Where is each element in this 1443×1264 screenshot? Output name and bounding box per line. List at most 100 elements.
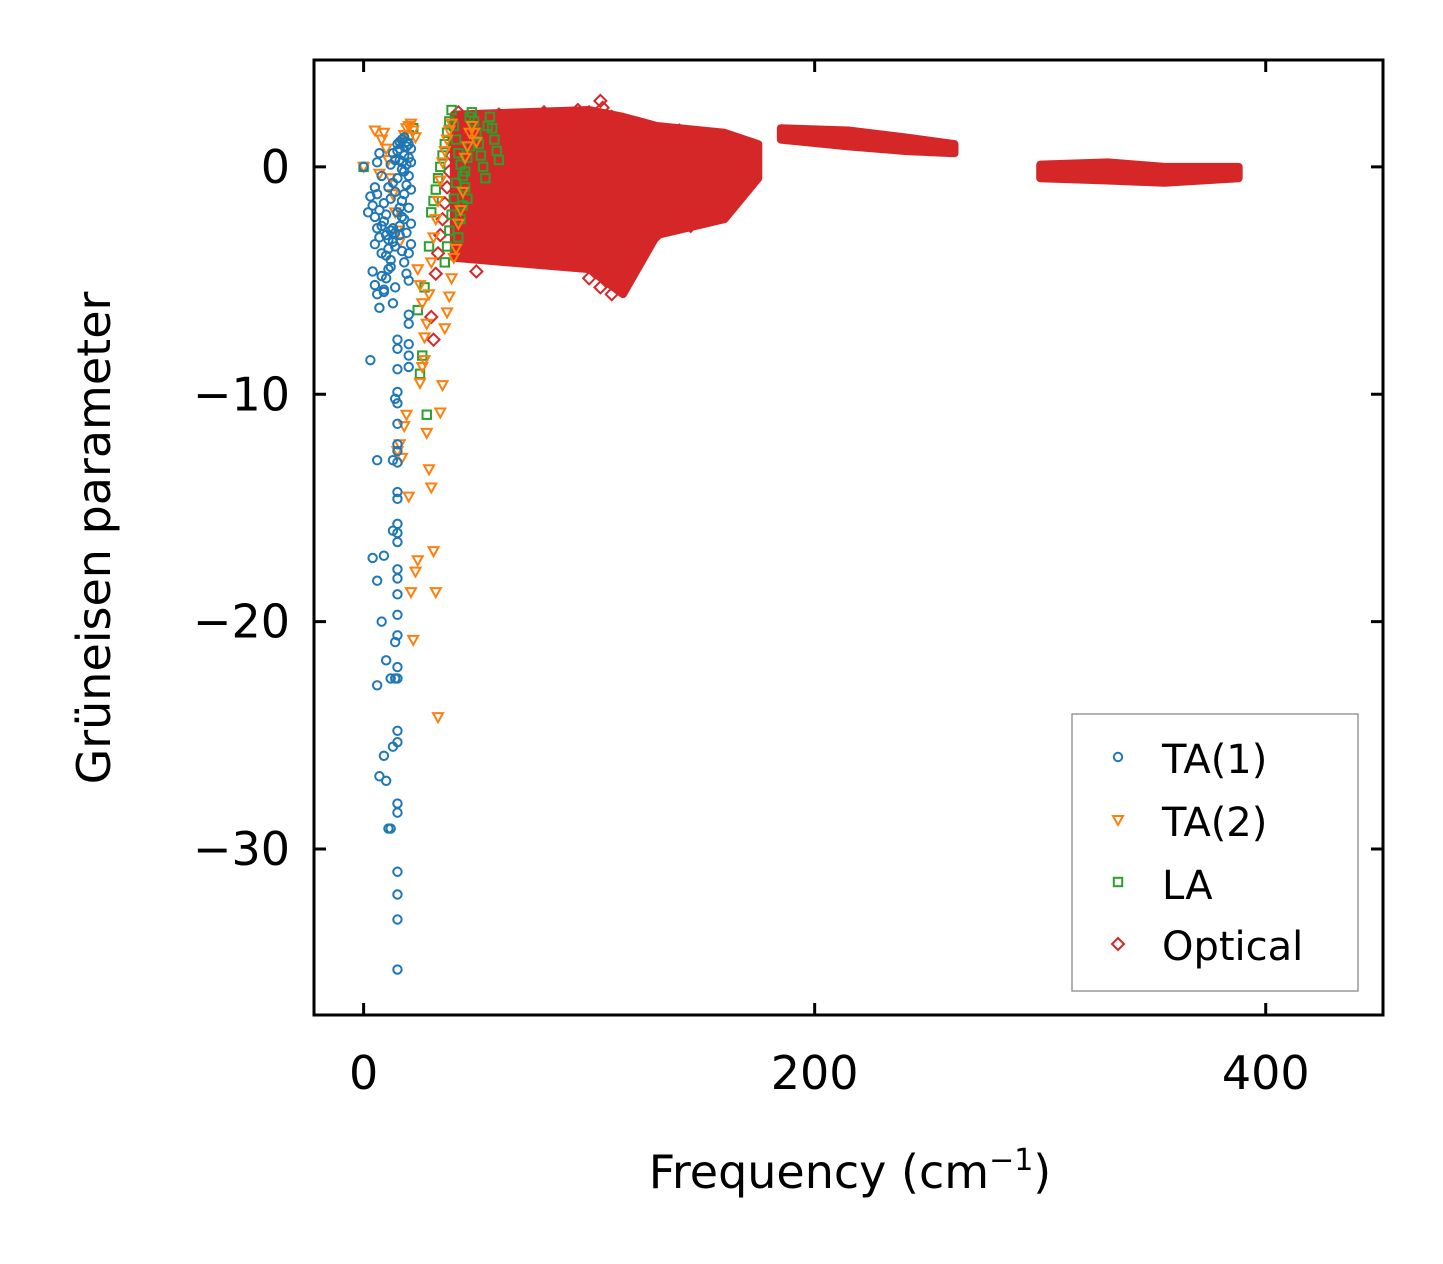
- la-point: [439, 257, 451, 268]
- ta2-point: [433, 175, 447, 188]
- ta1-point: [392, 418, 403, 430]
- ta2-point: [420, 427, 434, 440]
- ta2-point: [408, 132, 423, 145]
- ta1-point: [394, 143, 405, 154]
- legend-marker-ta1: [1112, 751, 1124, 763]
- ta1-point: [401, 268, 412, 279]
- optical-point: [593, 93, 608, 109]
- ta1-point: [392, 736, 403, 748]
- optical-point: [615, 113, 631, 129]
- optical-point: [502, 113, 518, 129]
- optical-point: [593, 279, 608, 295]
- ta2-point: [415, 298, 429, 311]
- ta1-point: [389, 186, 401, 198]
- ta1-point: [385, 261, 396, 273]
- optical-point: [705, 129, 721, 145]
- y-tick-label: −30: [193, 822, 290, 876]
- optical-point: [649, 125, 665, 141]
- ta1-point: [392, 518, 403, 530]
- la-point: [459, 166, 471, 177]
- ta1-point: [403, 339, 414, 350]
- ta1-point: [371, 575, 383, 586]
- optical-point: [450, 104, 466, 120]
- ta2-point: [451, 218, 466, 231]
- ta2-point: [404, 587, 418, 600]
- la-point: [486, 123, 498, 134]
- ta1-point: [387, 298, 399, 309]
- ta1-point: [405, 157, 417, 168]
- optical-point: [559, 107, 575, 122]
- ta1-point: [405, 218, 417, 229]
- x-tick-label: 200: [771, 1046, 859, 1100]
- ta1-point: [371, 223, 383, 234]
- ta2-point: [406, 634, 420, 647]
- la-point: [480, 173, 491, 184]
- ta1-point: [369, 238, 381, 250]
- ta1-point: [374, 302, 385, 314]
- ta1-point: [403, 361, 414, 373]
- ta1-point: [383, 243, 394, 254]
- ta1-point: [385, 254, 396, 266]
- legend-label-la: LA: [1162, 863, 1213, 909]
- ta1-point: [392, 914, 403, 925]
- optical-point: [604, 286, 620, 302]
- x-axis-label-end: ): [1033, 1145, 1051, 1199]
- ta2-point: [435, 380, 450, 393]
- ta2-point: [465, 120, 479, 133]
- ta2-point: [447, 252, 461, 265]
- plot-frame: [312, 58, 1385, 1017]
- la-point: [430, 184, 441, 195]
- la-point: [475, 150, 487, 161]
- legend-marker-optical: [1110, 936, 1126, 952]
- ta1-point: [367, 266, 378, 277]
- la-point: [444, 225, 455, 236]
- ta1-point: [394, 202, 405, 213]
- optical-point: [559, 239, 575, 254]
- optical-point: [491, 216, 507, 232]
- x-tick-label: 400: [1222, 1046, 1310, 1100]
- ta1-point: [362, 207, 374, 218]
- ta1-point: [403, 350, 414, 361]
- ta1-point: [369, 182, 381, 193]
- optical-point: [671, 123, 687, 138]
- ta1-point: [383, 182, 394, 193]
- ta1-point: [394, 154, 405, 166]
- ta2-point: [417, 332, 432, 345]
- optical-point: [649, 227, 665, 243]
- ta1-point: [392, 439, 403, 450]
- optical-point: [626, 259, 642, 275]
- ta2-point: [431, 712, 445, 725]
- ta2-point: [420, 318, 434, 331]
- ta1-point: [392, 445, 403, 457]
- ta1-point: [396, 211, 408, 223]
- optical-point: [683, 125, 699, 141]
- optical-point: [525, 111, 541, 127]
- ta1-point: [405, 238, 417, 250]
- ta2-point: [442, 291, 457, 304]
- y-axis-label: Grüneisen parameter: [67, 291, 121, 784]
- optical-band-2: [1036, 158, 1243, 187]
- ta2-point: [467, 127, 481, 140]
- x-axis-label-main: Frequency (cm: [649, 1145, 989, 1199]
- ta1-point: [387, 236, 399, 248]
- ta2-point: [402, 491, 416, 504]
- optical-point: [428, 266, 444, 282]
- ta1-point: [369, 279, 381, 291]
- optical-point: [683, 218, 699, 234]
- ta1-point: [389, 282, 401, 293]
- ta2-point: [415, 361, 429, 375]
- la-point: [446, 104, 457, 116]
- ta1-point: [376, 616, 387, 627]
- optical-point: [468, 264, 484, 279]
- ta1-point: [374, 148, 385, 159]
- ta1-point: [392, 145, 403, 157]
- optical-point: [547, 109, 563, 125]
- optical-point: [423, 309, 439, 325]
- optical-point: [717, 189, 732, 204]
- ta2-point: [458, 152, 472, 165]
- ta1-point: [392, 609, 403, 621]
- ta1-point: [385, 193, 396, 204]
- ta1-point: [380, 273, 392, 284]
- ta1-point: [392, 866, 403, 877]
- optical-point: [728, 134, 744, 150]
